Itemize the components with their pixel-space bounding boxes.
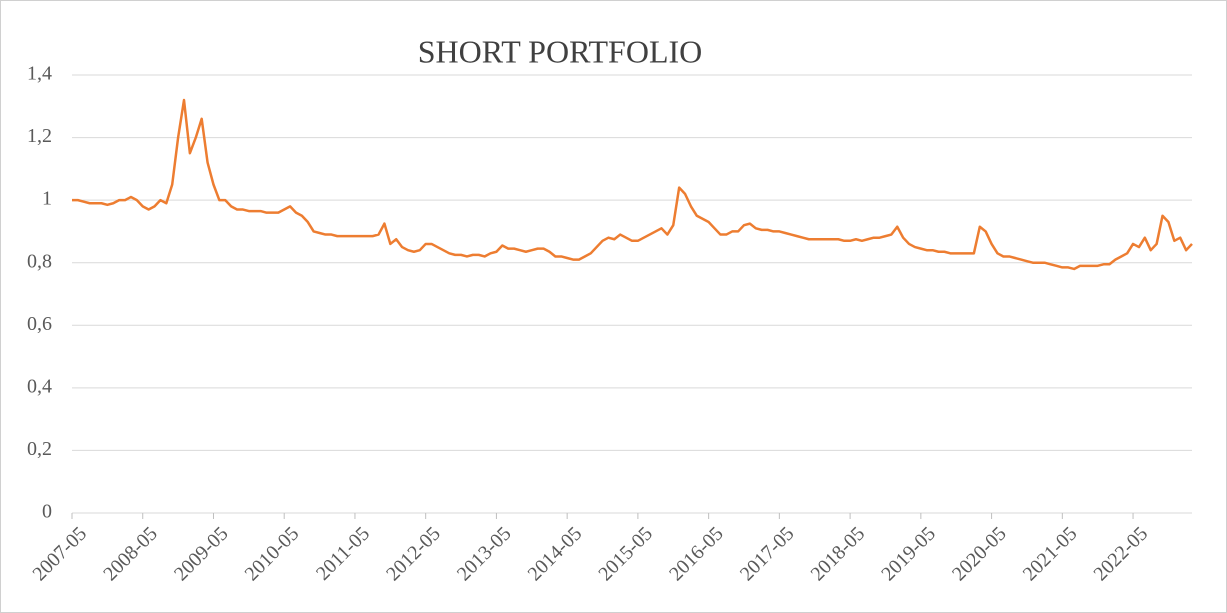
y-tick-label: 1 xyxy=(42,188,52,210)
y-tick-label: 1,2 xyxy=(27,125,52,147)
y-tick-label: 1,4 xyxy=(27,63,52,85)
line-series xyxy=(72,98,1193,271)
y-tick-label: 0,6 xyxy=(27,313,52,335)
y-tick-label: 0,4 xyxy=(27,375,52,397)
chart-title: SHORT PORTFOLIO xyxy=(418,33,703,69)
y-tick-label: 0,2 xyxy=(27,438,52,460)
y-tick-label: 0 xyxy=(42,501,52,523)
y-tick-label: 0,8 xyxy=(27,250,52,272)
